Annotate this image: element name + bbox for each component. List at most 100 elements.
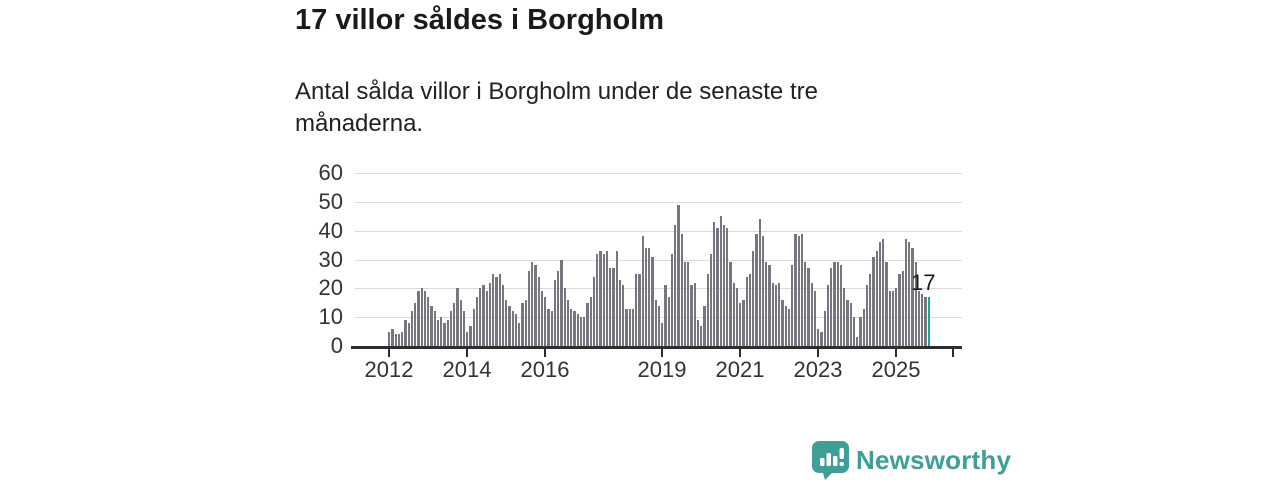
gridline xyxy=(355,288,962,290)
bar xyxy=(527,271,531,346)
gridline xyxy=(355,259,962,261)
bar xyxy=(479,288,482,346)
bar xyxy=(680,233,683,346)
bar xyxy=(924,297,927,346)
bar xyxy=(849,302,852,346)
bar xyxy=(787,308,791,346)
bar xyxy=(856,337,859,346)
x-axis-tick xyxy=(466,349,468,357)
bar xyxy=(560,259,563,346)
bar xyxy=(677,204,680,346)
bar xyxy=(820,331,823,346)
bar xyxy=(872,256,875,346)
bar xyxy=(797,236,800,346)
bar xyxy=(427,297,430,346)
bar xyxy=(891,291,895,346)
bar xyxy=(791,265,794,346)
bar xyxy=(423,291,427,346)
bar xyxy=(726,227,729,346)
bar xyxy=(898,273,901,346)
bar xyxy=(878,242,882,346)
bar xyxy=(745,276,748,346)
bar xyxy=(505,299,508,346)
x-axis-tick-label: 2023 xyxy=(793,357,843,382)
bar xyxy=(592,276,596,346)
bar xyxy=(654,299,657,346)
bar xyxy=(388,331,391,346)
bar xyxy=(836,262,839,346)
bar xyxy=(869,273,872,346)
newsworthy-chart-bubble-icon xyxy=(812,441,849,480)
bar xyxy=(397,334,401,346)
x-axis-tick-label: 2012 xyxy=(364,357,414,382)
bar xyxy=(501,285,505,346)
bar xyxy=(417,291,420,346)
x-axis-tick xyxy=(661,349,663,357)
bar xyxy=(807,268,810,346)
bar xyxy=(768,265,771,346)
bar xyxy=(459,299,462,346)
bar xyxy=(456,288,459,346)
bar xyxy=(882,239,885,346)
bar xyxy=(651,256,654,346)
bar xyxy=(843,288,846,346)
gridline xyxy=(355,201,962,203)
y-axis-tick-label: 10 xyxy=(318,304,343,330)
x-axis-tick xyxy=(544,349,546,357)
bar xyxy=(440,317,443,346)
bar xyxy=(641,236,644,346)
bar xyxy=(810,282,813,346)
bar xyxy=(498,273,501,346)
bar xyxy=(414,302,417,346)
bar xyxy=(628,308,631,346)
plot-area: 0 10 20 30 40 50 60 2012 2014 2016 2019 2021 2023 202… xyxy=(319,162,962,382)
bar xyxy=(687,262,690,346)
bar xyxy=(667,297,670,346)
bar xyxy=(583,317,586,346)
bar xyxy=(570,308,573,346)
bar xyxy=(391,328,394,346)
bar xyxy=(917,291,921,346)
bar xyxy=(514,314,518,346)
bar xyxy=(904,239,908,346)
bar xyxy=(482,285,485,346)
bar xyxy=(722,224,726,346)
bar xyxy=(739,302,742,346)
bar xyxy=(469,325,472,346)
bar xyxy=(784,305,787,346)
y-axis-tick-label: 30 xyxy=(318,246,343,272)
last-value-annotation: 17 xyxy=(911,269,936,295)
x-axis-tick xyxy=(817,349,819,357)
bar xyxy=(833,262,836,346)
bar xyxy=(709,253,713,346)
bar xyxy=(615,250,618,346)
bar xyxy=(885,262,888,346)
bar xyxy=(794,233,797,346)
bar xyxy=(657,305,661,346)
bar xyxy=(524,299,527,346)
x-axis-line xyxy=(351,346,962,349)
bar xyxy=(599,250,602,346)
bar xyxy=(420,288,423,346)
y-axis-tick-label: 20 xyxy=(318,275,343,301)
bar xyxy=(865,285,869,346)
bar xyxy=(758,219,761,346)
bar xyxy=(430,305,433,346)
bar xyxy=(602,253,605,346)
gridline xyxy=(355,230,962,232)
bar xyxy=(492,273,495,346)
x-axis-tick-label: 2014 xyxy=(442,357,492,382)
bar xyxy=(475,297,479,346)
bar xyxy=(436,320,440,346)
bar xyxy=(859,317,862,346)
bar xyxy=(485,291,488,346)
bar xyxy=(631,308,635,346)
bar xyxy=(410,311,414,346)
bar xyxy=(407,322,410,346)
newsworthy-wordmark: Newsworthy xyxy=(856,445,1012,475)
bar xyxy=(911,247,914,346)
bar xyxy=(576,314,579,346)
x-axis-tick xyxy=(739,349,741,357)
highlighted-bar xyxy=(927,297,930,346)
bar xyxy=(761,236,765,346)
